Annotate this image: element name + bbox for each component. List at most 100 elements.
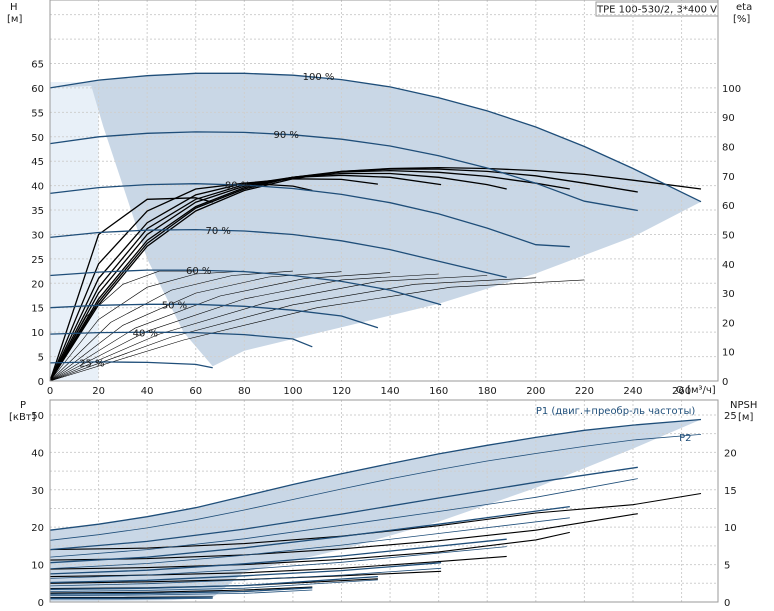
p2-curves	[49, 434, 702, 600]
speed-label: 60 %	[186, 266, 211, 277]
y2-tick-label: 30	[722, 289, 735, 300]
speed-label: 70 %	[205, 226, 230, 237]
x-axis-title: Q [м³/ч]	[676, 385, 716, 396]
speed-label: 40 %	[133, 328, 158, 339]
head-curve	[49, 72, 702, 203]
x-tick-label: 100	[283, 386, 302, 397]
npsh-curve	[49, 531, 570, 570]
y2-tick-label: 0	[722, 377, 728, 388]
y2-tick-label: 20	[722, 318, 735, 329]
y2-tick-label: 90	[722, 113, 735, 124]
x-tick-label: 140	[381, 386, 400, 397]
y-tick-label: 10	[31, 561, 44, 572]
y2-tick-label: 0	[724, 598, 730, 609]
plot-frame	[49, 0, 719, 382]
x-tick-label: 20	[92, 386, 105, 397]
power-axis-title: P [кВт]	[9, 400, 36, 423]
series-label: P1 (двиг.+преобр-ль частоты)	[536, 406, 696, 417]
head-curves	[49, 72, 702, 369]
p2-curve	[49, 478, 638, 558]
y-tick-labels: 0 10 20 30 40 50	[31, 411, 44, 609]
x-tick-label: 160	[429, 386, 448, 397]
system-curve	[49, 279, 585, 382]
x-tick-label: 120	[332, 386, 351, 397]
y-tick-label: 60	[31, 84, 44, 95]
x-tick-label: 40	[141, 386, 154, 397]
y-tick-label: 65	[31, 60, 44, 71]
power-npsh-panel: 0 10 20 30 40 50 0 5 10 15 20 25 P1 (двиг.+преобр-…	[9, 399, 757, 609]
y-tick-label: 25	[31, 255, 44, 266]
y-tick-label: 50	[31, 133, 44, 144]
chart-title-box: TPE 100-530/2, 3*400 V	[595, 1, 719, 17]
y-tick-label: 50	[31, 411, 44, 422]
system-curve	[49, 277, 536, 382]
p1-curve	[49, 505, 570, 564]
y2-tick-label: 15	[724, 486, 737, 497]
p2-curve	[49, 546, 507, 579]
speed-labels: 100 % 90 % 80 % 70 % 60 % 50 % 40 % 25 %	[79, 72, 334, 369]
p2-curve	[49, 517, 570, 570]
efficiency-curve	[49, 182, 313, 382]
head-curve	[49, 228, 507, 279]
speed-label: 100 %	[303, 72, 335, 83]
head-axis-title: H [м]	[7, 2, 22, 25]
npsh-axis-title: NPSH [м]	[730, 400, 757, 423]
head-curve	[49, 131, 638, 212]
p2-curve	[49, 567, 442, 587]
y-tick-label: 35	[31, 206, 44, 217]
x-tick-label: 0	[47, 386, 53, 397]
x-tick-labels: 0 20 40 60 80 100 120 140 160 180 200 220 240 260	[47, 386, 691, 397]
y2-tick-label: 40	[722, 260, 735, 271]
operating-area-shape	[50, 419, 701, 601]
y2-tick-label: 100	[722, 84, 741, 95]
p1-curve	[49, 418, 702, 531]
series-labels: P1 (двиг.+преобр-ль частоты) P2	[536, 406, 696, 444]
y-tick-label: 45	[31, 157, 44, 168]
operating-area-shape	[50, 73, 701, 367]
p2-curve	[49, 589, 313, 596]
y-tick-label: 20	[31, 279, 44, 290]
p1-curve	[49, 575, 378, 590]
y-tick-label: 55	[31, 108, 44, 119]
p1-curve	[49, 587, 313, 595]
y2-tick-label: 5	[724, 561, 730, 572]
series-label: P2	[679, 433, 691, 444]
p1-curve	[49, 466, 638, 551]
grid-lines	[50, 400, 718, 602]
head-curve	[49, 269, 442, 306]
x-tick-label: 80	[238, 386, 251, 397]
y-tick-labels: 0 5 10 15 20 25 30 35 40 45 50 55 60 65	[31, 60, 44, 389]
p1-curve	[49, 562, 442, 584]
speed-label: 80 %	[225, 181, 250, 192]
efficiency-curve	[49, 197, 213, 382]
y2-tick-labels: 0 10 20 30 40 50 60 70 80 90 100	[722, 84, 741, 388]
y2-tick-label: 10	[722, 348, 735, 359]
efficiency-curves	[49, 166, 702, 382]
y-tick-label: 5	[38, 353, 44, 364]
head-efficiency-panel: 100 % 90 % 80 % 70 % 60 % 50 % 40 % 25 % 0 20 40 6…	[7, 0, 752, 397]
p2-curve	[50, 597, 213, 600]
eta-axis-title: eta [%]	[733, 2, 752, 25]
y2-tick-labels: 0 5 10 15 20 25	[724, 411, 737, 609]
y2-tick-label: 50	[722, 230, 735, 241]
x-tick-label: 60	[189, 386, 202, 397]
head-curve	[49, 303, 379, 329]
x-tick-label: 240	[623, 386, 642, 397]
y2-tick-label: 60	[722, 201, 735, 212]
chart-title: TPE 100-530/2, 3*400 V	[596, 5, 717, 16]
y2-tick-label: 20	[724, 448, 737, 459]
y-tick-label: 15	[31, 304, 44, 315]
y-tick-label: 30	[31, 230, 44, 241]
efficiency-curve	[49, 169, 570, 382]
speed-label: 90 %	[273, 130, 298, 141]
operating-area	[50, 73, 701, 382]
system-curve	[49, 275, 488, 382]
y-tick-label: 0	[38, 377, 44, 388]
efficiency-curve	[49, 178, 378, 382]
head-curve	[49, 183, 570, 248]
system-curve	[49, 272, 391, 382]
p1-curve	[49, 538, 507, 575]
y-tick-label: 20	[31, 523, 44, 534]
speed-label: 25 %	[79, 358, 104, 369]
